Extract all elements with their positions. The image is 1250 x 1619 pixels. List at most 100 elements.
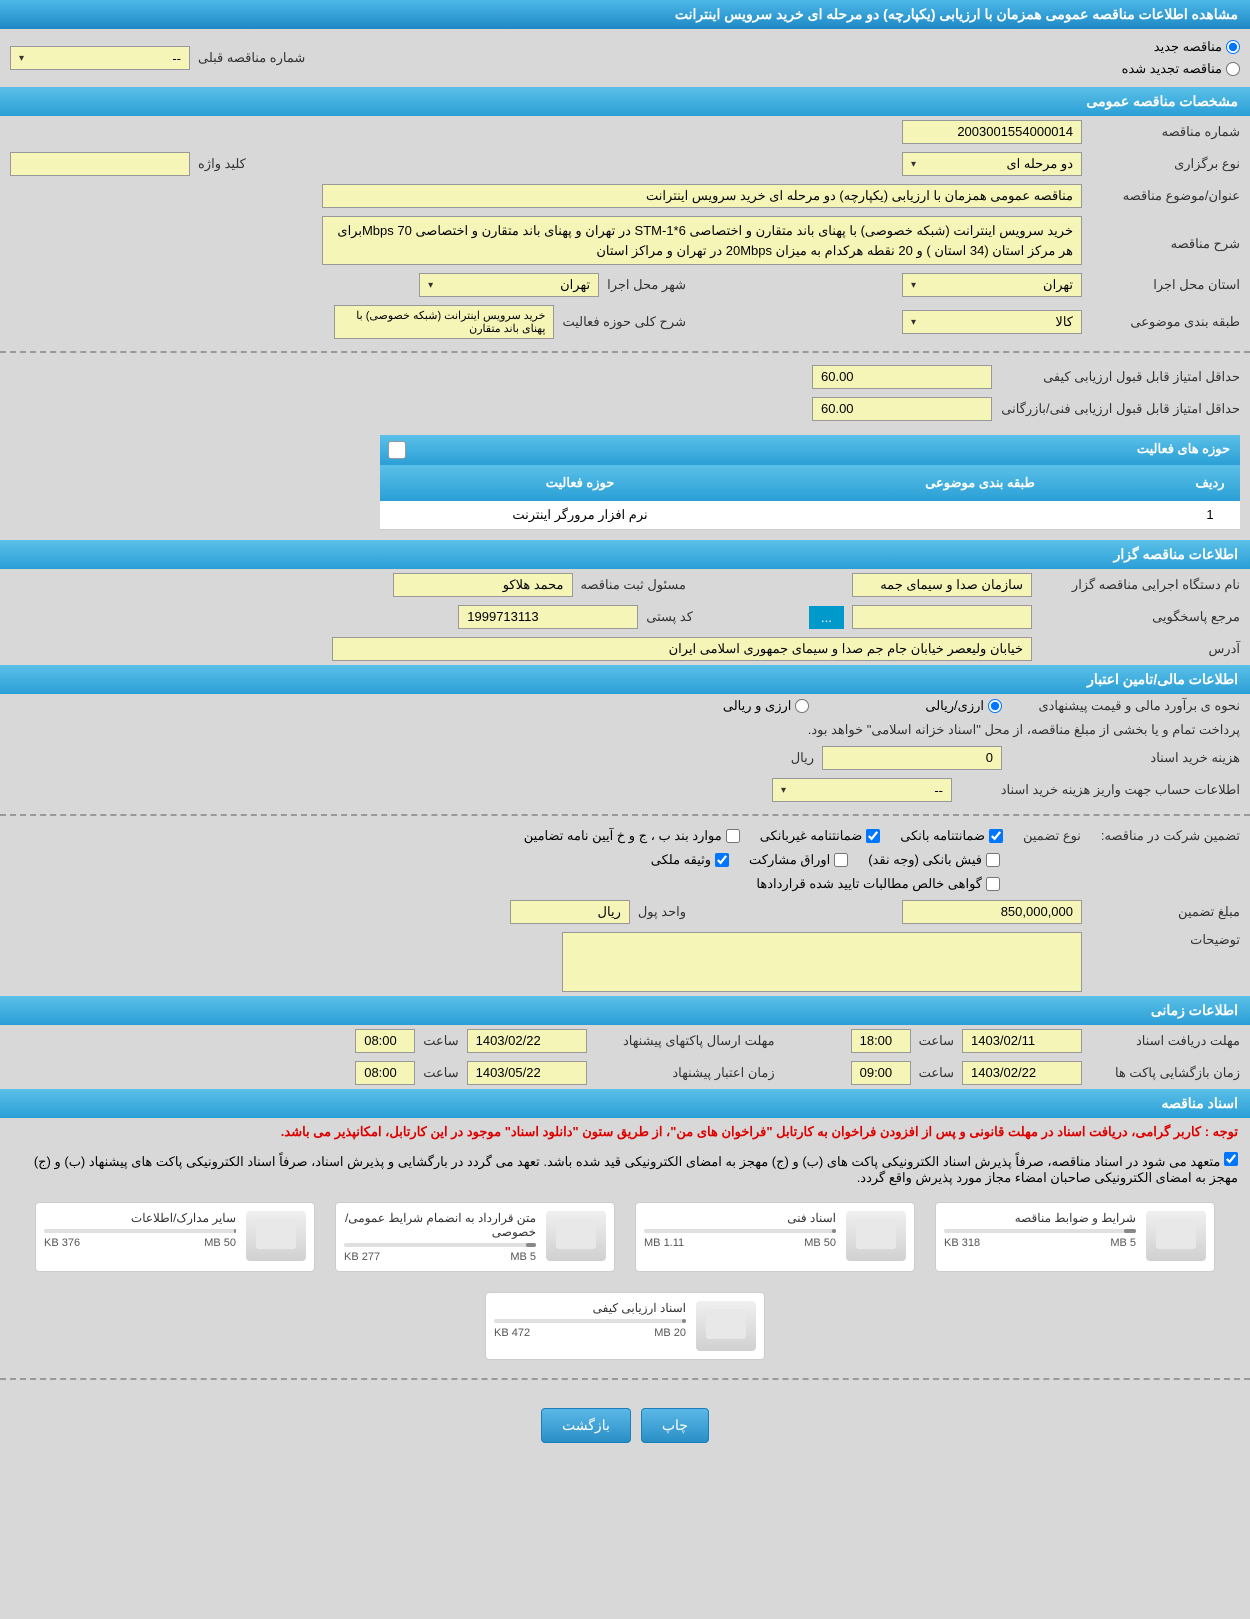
progress-bar <box>944 1229 1136 1233</box>
financial-section-header: اطلاعات مالی/تامین اعتبار <box>0 665 1250 694</box>
divider <box>0 814 1250 816</box>
folder-size-row: 20 MB 472 KB <box>494 1327 686 1339</box>
folder-used: 376 KB <box>44 1237 80 1249</box>
quality-score-value: 60.00 <box>812 365 992 389</box>
chk-certified[interactable]: گواهی خالص مطالبات تایید شده قراردادها <box>756 876 1000 892</box>
organizer-section-header: اطلاعات مناقصه گزار <box>0 540 1250 569</box>
radio-rial[interactable]: ارزی/ریالی <box>925 698 1002 714</box>
activity-table-header: ردیف طبقه بندی موضوعی حوزه فعالیت <box>380 465 1240 501</box>
prev-number-label: شماره مناقصه قبلی <box>198 50 305 66</box>
radio-renewed-tender[interactable]: مناقصه تجدید شده <box>1122 61 1240 77</box>
city-select[interactable]: تهران ▾ <box>419 273 599 297</box>
open-date: 1403/02/22 <box>962 1061 1082 1085</box>
chk-nonbank[interactable]: ضمانتنامه غیربانکی <box>760 828 881 844</box>
responsible-value: محمد هلاکو <box>393 573 573 597</box>
tender-number-value: 2003001554000014 <box>902 120 1082 144</box>
guarantee-label: تضمین شرکت در مناقصه: <box>1101 828 1240 844</box>
collapse-button[interactable]: − <box>388 441 406 459</box>
folder-icon <box>696 1301 756 1351</box>
category-label: طبقه بندی موضوعی <box>1090 314 1240 330</box>
chevron-down-icon: ▾ <box>19 53 24 64</box>
folder-used: 318 KB <box>944 1237 980 1249</box>
tech-score-label: حداقل امتیاز قابل قبول ارزیابی فنی/بازرگ… <box>1000 401 1240 417</box>
estimate-label: نحوه ی برآورد مالی و قیمت پیشنهادی <box>1010 698 1240 714</box>
divider <box>0 1378 1250 1380</box>
folder-card[interactable]: سایر مدارک/اطلاعات 50 MB 376 KB <box>35 1202 315 1272</box>
radio-new-input[interactable] <box>1226 40 1240 54</box>
radio-renewed-input[interactable] <box>1226 62 1240 76</box>
folder-size-row: 5 MB 318 KB <box>944 1237 1136 1249</box>
folder-total: 20 MB <box>654 1327 686 1339</box>
divider <box>0 351 1250 353</box>
folder-used: 277 KB <box>344 1251 380 1263</box>
docs-section-title: اسناد مناقصه <box>1161 1095 1238 1111</box>
folder-title: سایر مدارک/اطلاعات <box>44 1211 236 1225</box>
notes-textarea[interactable] <box>562 932 1082 992</box>
chk-property[interactable]: وثیقه ملکی <box>651 852 729 868</box>
back-button[interactable]: بازگشت <box>541 1408 631 1443</box>
chevron-down-icon: ▾ <box>911 317 916 328</box>
receive-time: 18:00 <box>851 1029 911 1053</box>
folder-card[interactable]: شرایط و ضوابط مناقصه 5 MB 318 KB <box>935 1202 1215 1272</box>
radio-rial-input[interactable] <box>988 699 1002 713</box>
category-select[interactable]: کالا ▾ <box>902 310 1082 334</box>
contact-lookup-button[interactable]: ... <box>809 606 844 629</box>
folder-size-row: 50 MB 1.11 MB <box>644 1237 836 1249</box>
tech-score-value: 60.00 <box>812 397 992 421</box>
desc-label: شرح مناقصه <box>1090 216 1240 252</box>
unit-value: ریال <box>510 900 630 924</box>
chevron-down-icon: ▾ <box>428 280 433 291</box>
general-section-title: مشخصات مناقصه عمومی <box>1086 93 1238 109</box>
folder-total: 5 MB <box>510 1251 536 1263</box>
activity-table-title-row: حوزه های فعالیت − <box>380 435 1240 465</box>
page-title-header: مشاهده اطلاعات مناقصه عمومی همزمان با ار… <box>0 0 1250 29</box>
open-time-label: ساعت <box>919 1065 954 1081</box>
folder-icon <box>1146 1211 1206 1261</box>
docs-note1: توجه : کاربر گرامی، دریافت اسناد در مهلت… <box>0 1118 1250 1146</box>
quality-score-label: حداقل امتیاز قابل قبول ارزیابی کیفی <box>1000 369 1240 385</box>
province-value: تهران <box>1043 277 1073 293</box>
keyword-label: کلید واژه <box>198 156 246 172</box>
table-row: 1 نرم افزار مرورگر اینترنت <box>380 501 1240 530</box>
radio-currency[interactable]: ارزی و ریالی <box>723 698 810 714</box>
activity-table-title: حوزه های فعالیت <box>406 441 1240 459</box>
type-select[interactable]: دو مرحله ای ▾ <box>902 152 1082 176</box>
city-label: شهر محل اجرا <box>607 277 686 293</box>
activity-desc-label: شرح کلی حوزه فعالیت <box>562 314 686 330</box>
timing-section-title: اطلاعات زمانی <box>1151 1002 1238 1018</box>
radio-new-label: مناقصه جدید <box>1154 39 1222 55</box>
folder-card[interactable]: متن قرارداد به انضمام شرایط عمومی/خصوصی … <box>335 1202 615 1272</box>
print-button[interactable]: چاپ <box>641 1408 709 1443</box>
folder-size-row: 5 MB 277 KB <box>344 1251 536 1263</box>
folder-card[interactable]: اسناد فنی 50 MB 1.11 MB <box>635 1202 915 1272</box>
chk-items[interactable]: موارد بند ب ، ج و خ آیین نامه تضامین <box>524 828 740 844</box>
radio-currency-input[interactable] <box>795 699 809 713</box>
account-select[interactable]: -- ▾ <box>772 778 952 802</box>
org-label: نام دستگاه اجرایی مناقصه گزار <box>1040 577 1240 593</box>
general-section-header: مشخصات مناقصه عمومی <box>0 87 1250 116</box>
unit-label: واحد پول <box>638 904 686 920</box>
keyword-value <box>10 152 190 176</box>
folder-total: 50 MB <box>804 1237 836 1249</box>
submit-label: مهلت ارسال پاکتهای پیشنهاد <box>595 1033 775 1049</box>
province-select[interactable]: تهران ▾ <box>902 273 1082 297</box>
activity-desc-value: خرید سرویس اینترانت (شبکه خصوصی) با پهنا… <box>334 305 554 339</box>
type-value: دو مرحله ای <box>1006 156 1073 172</box>
prev-number-select[interactable]: -- ▾ <box>10 46 190 70</box>
amount-label: مبلغ تضمین <box>1090 904 1240 920</box>
category-value: کالا <box>1055 314 1073 330</box>
validity-date: 1403/05/22 <box>467 1061 587 1085</box>
submit-time: 08:00 <box>355 1029 415 1053</box>
commitment-checkbox[interactable] <box>1224 1152 1238 1166</box>
chk-fish[interactable]: فیش بانکی (وجه نقد) <box>868 852 1000 868</box>
desc-value: خرید سرویس اینترانت (شبکه خصوصی) با پهنا… <box>322 216 1082 265</box>
chk-securities[interactable]: اوراق مشارکت <box>749 852 848 868</box>
progress-bar <box>644 1229 836 1233</box>
address-label: آدرس <box>1040 641 1240 657</box>
radio-new-tender[interactable]: مناقصه جدید <box>1154 39 1240 55</box>
note1-text: کاربر گرامی، دریافت اسناد در مهلت قانونی… <box>281 1124 1205 1139</box>
folder-card[interactable]: اسناد ارزیابی کیفی 20 MB 472 KB <box>485 1292 765 1360</box>
folder-icon <box>246 1211 306 1261</box>
page-title: مشاهده اطلاعات مناقصه عمومی همزمان با ار… <box>675 6 1238 22</box>
chk-bank[interactable]: ضمانتنامه بانکی <box>900 828 1003 844</box>
